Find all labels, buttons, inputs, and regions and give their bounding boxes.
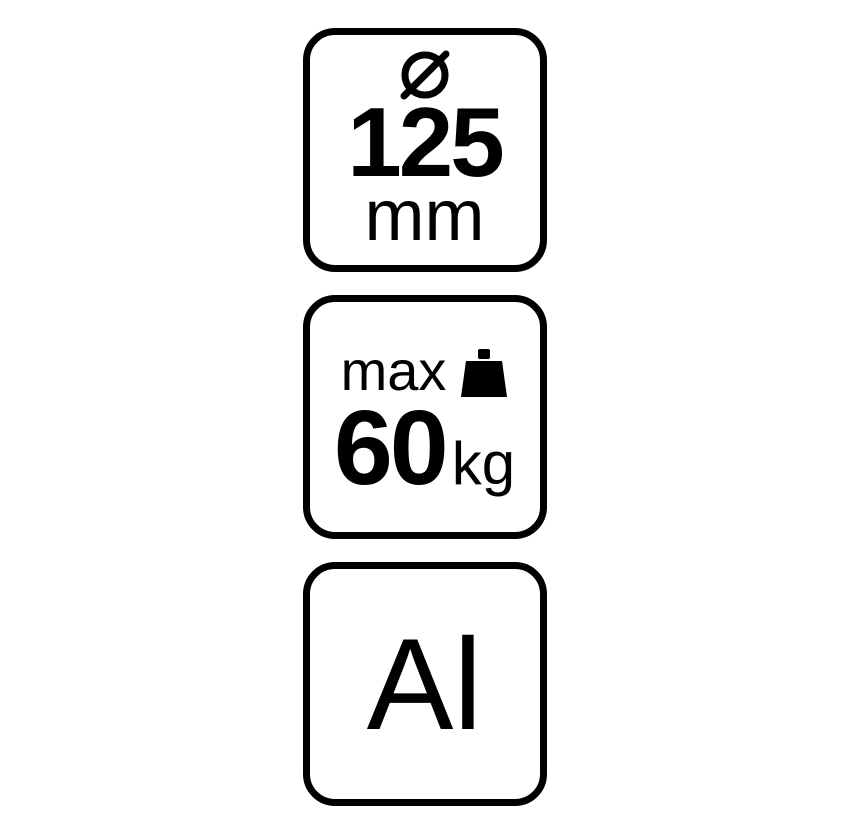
weight-icon [460, 347, 508, 399]
diameter-value: 125 [347, 98, 502, 186]
material-panel: Al [303, 562, 547, 806]
spec-panels: 125 mm max 60 kg Al [0, 0, 849, 824]
diameter-panel: 125 mm [303, 28, 547, 272]
max-load-value: 60 [334, 401, 446, 496]
diameter-unit: mm [365, 184, 485, 249]
max-load-value-row: 60 kg [334, 401, 515, 496]
material-value: Al [367, 619, 483, 749]
max-load-panel: max 60 kg [303, 295, 547, 539]
max-load-unit: kg [452, 434, 515, 494]
